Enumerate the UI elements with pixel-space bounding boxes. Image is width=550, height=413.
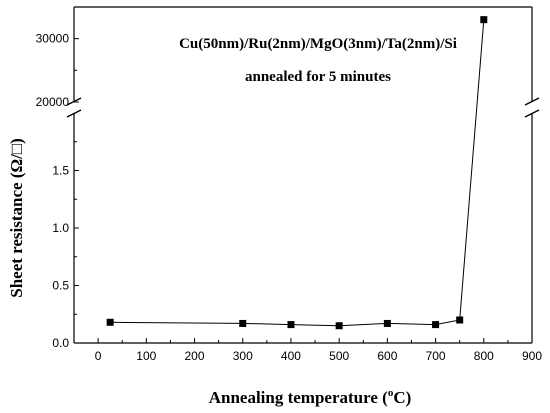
x-tick-label: 400 [281,349,301,363]
axis-break-mark-left-bottom [66,109,82,118]
annotation-sample-stack: Cu(50nm)/Ru(2nm)/MgO(3nm)/Ta(2nm)/Si [179,36,457,52]
y-axis-title: Sheet resistance (Ω/□) [7,138,26,298]
series-line [110,19,485,327]
x-tick-label: 0 [95,349,102,363]
x-tick-label: 900 [522,349,542,363]
series [106,16,488,330]
y-tick-label: 1.5 [52,164,69,178]
y-tick-label: 0.0 [52,336,69,350]
x-tick-label: 700 [426,349,446,363]
y-upper-tick-label: 30000 [36,32,70,46]
data-point [383,319,391,327]
data-point [335,322,343,330]
ticks: 0 100 200 300 400 500 600 700 800 900 0.0 0.5 1.0 1.5… [36,32,543,363]
data-point [106,318,114,326]
x-tick-label: 600 [377,349,397,363]
x-tick-label: 300 [233,349,253,363]
x-axis-title-suffix: C) [393,388,411,407]
axes [66,6,540,344]
annotation-anneal-time: annealed for 5 minutes [245,69,391,85]
x-axis-title-super: o [388,387,394,399]
x-tick-label: 800 [474,349,494,363]
axis-break-mark-right-top [524,97,540,106]
x-axis-title: Annealing temperature (oC) [209,387,412,407]
y-upper-tick-label: 20000 [36,95,70,109]
data-point [432,321,440,329]
x-tick-label: 200 [185,349,205,363]
data-point [456,316,464,324]
axis-break-mark-right-bottom [524,109,540,118]
x-tick-label: 500 [329,349,349,363]
data-point [287,321,295,329]
data-point [480,16,488,24]
data-point [239,319,247,327]
x-axis-title-main: Annealing temperature ( [209,388,388,407]
x-tick-label: 100 [136,349,156,363]
y-tick-label: 1.0 [52,221,69,235]
y-tick-label: 0.5 [52,279,69,293]
